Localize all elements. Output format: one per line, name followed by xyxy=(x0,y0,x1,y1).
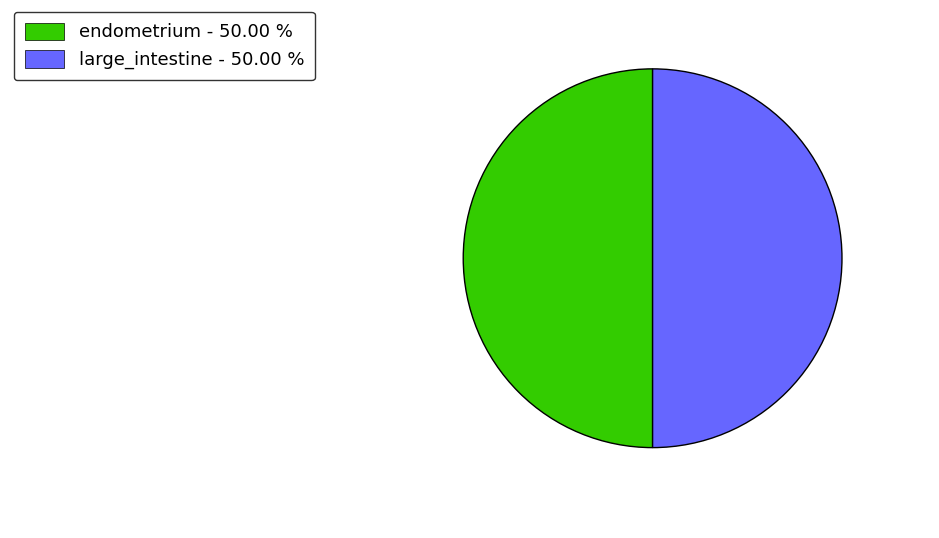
Legend: endometrium - 50.00 %, large_intestine - 50.00 %: endometrium - 50.00 %, large_intestine -… xyxy=(14,12,316,80)
Wedge shape xyxy=(653,69,842,448)
Wedge shape xyxy=(463,69,653,448)
